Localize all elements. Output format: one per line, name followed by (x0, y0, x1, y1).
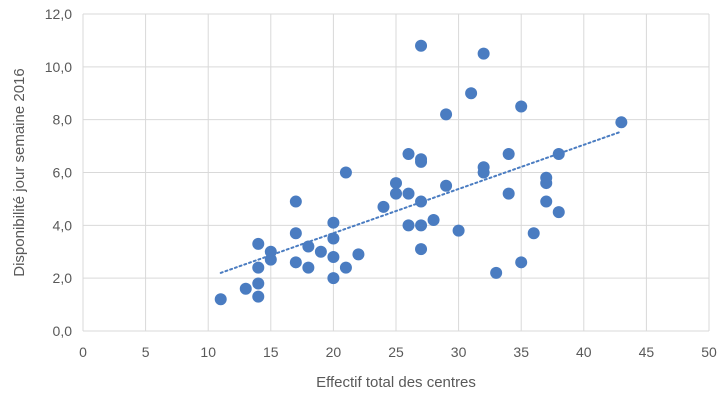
gridlines (82, 13, 710, 332)
data-point (490, 266, 503, 279)
y-tick-label: 6,0 (53, 165, 73, 181)
data-point (415, 243, 428, 256)
data-point (552, 148, 565, 161)
data-point (252, 237, 265, 250)
data-point (465, 87, 478, 100)
data-point (289, 256, 302, 269)
x-tick-label: 25 (388, 344, 404, 360)
x-tick-label: 10 (200, 344, 216, 360)
data-point (339, 261, 352, 274)
data-point (440, 179, 453, 192)
data-point (440, 108, 453, 121)
data-point (289, 227, 302, 240)
data-point (427, 214, 440, 227)
data-point (402, 187, 415, 200)
data-point (415, 219, 428, 232)
data-point (352, 248, 365, 261)
data-point (415, 39, 428, 52)
data-point (477, 161, 490, 174)
y-axis-ticks: 0,0 2,0 4,0 6,0 8,0 10,0 12,0 (45, 6, 72, 339)
data-point (527, 227, 540, 240)
y-tick-label: 10,0 (45, 59, 72, 75)
data-point (377, 200, 390, 213)
data-point (327, 216, 340, 229)
data-point (415, 153, 428, 166)
y-tick-label: 0,0 (53, 323, 73, 339)
data-point (402, 148, 415, 161)
data-point (502, 148, 515, 161)
data-point (327, 272, 340, 285)
data-point (252, 277, 265, 290)
data-point (540, 171, 553, 184)
x-tick-label: 40 (576, 344, 592, 360)
data-point (289, 195, 302, 208)
data-point (252, 290, 265, 303)
data-point (264, 245, 277, 258)
y-tick-label: 2,0 (53, 270, 73, 286)
x-tick-label: 50 (701, 344, 717, 360)
y-axis-title: Disponibilité jour semaine 2016 (11, 68, 28, 276)
x-axis-ticks: 0 5 10 15 20 25 30 35 40 45 50 (79, 344, 717, 360)
data-point (502, 187, 515, 200)
x-tick-label: 15 (263, 344, 279, 360)
data-point (302, 261, 315, 274)
data-point (477, 47, 490, 60)
data-point (327, 232, 340, 245)
data-point (302, 240, 315, 253)
data-point (327, 251, 340, 264)
data-point (515, 256, 528, 269)
data-point (402, 219, 415, 232)
data-point (540, 195, 553, 208)
data-point (390, 177, 402, 190)
data-points (214, 39, 628, 306)
data-point (252, 261, 265, 274)
data-point (615, 116, 628, 129)
x-tick-label: 30 (451, 344, 467, 360)
data-point (515, 100, 528, 113)
y-tick-label: 8,0 (53, 112, 73, 128)
data-point (552, 206, 565, 219)
x-tick-label: 5 (142, 344, 150, 360)
data-point (214, 293, 227, 306)
data-point (239, 282, 252, 295)
x-tick-label: 0 (79, 344, 87, 360)
x-tick-label: 45 (639, 344, 655, 360)
data-point (452, 224, 465, 237)
x-axis-title: Effectif total des centres (316, 374, 476, 391)
y-tick-label: 4,0 (53, 217, 73, 233)
x-tick-label: 20 (326, 344, 342, 360)
data-point (339, 166, 352, 179)
x-tick-label: 35 (513, 344, 529, 360)
y-tick-label: 12,0 (45, 6, 72, 22)
data-point (314, 245, 327, 258)
data-point (390, 187, 402, 200)
data-point (415, 195, 428, 208)
